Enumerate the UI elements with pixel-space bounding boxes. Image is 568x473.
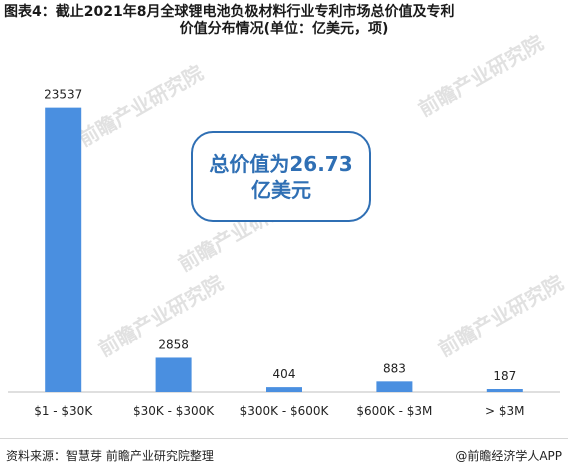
x-tick-label-1: $30K - $300K — [133, 404, 215, 418]
bar-0 — [45, 107, 82, 392]
bar-4 — [486, 389, 523, 392]
footer: 资料来源：智慧芽 前瞻产业研究院整理 @前瞻经济学人APP — [0, 438, 568, 473]
x-tick-label-3: $600K - $3M — [356, 404, 432, 418]
brand-text: @前瞻经济学人APP — [455, 449, 562, 463]
data-label-4: 187 — [493, 369, 516, 383]
data-label-1: 2858 — [158, 337, 189, 351]
bar-3 — [376, 381, 413, 392]
footer-divider — [0, 438, 568, 439]
x-tick-label-2: $300K - $600K — [240, 404, 330, 418]
data-label-0: 23537 — [44, 88, 82, 102]
bar-1 — [155, 357, 192, 392]
x-tick-label-4: > $3M — [485, 404, 525, 418]
data-label-2: 404 — [273, 367, 296, 381]
bar-2 — [266, 387, 302, 392]
callout-line-1: 总价值为26.73 — [209, 151, 353, 176]
total-value-callout: 总价值为26.73 亿美元 — [191, 131, 371, 222]
source-note: 资料来源：智慧芽 前瞻产业研究院整理 — [6, 449, 214, 463]
data-label-3: 883 — [383, 361, 406, 375]
chart-title: 图表4：截止2021年8月全球锂电池负极材料行业专利市场总价值及专利 价值分布情… — [4, 4, 564, 38]
callout-line-2: 亿美元 — [251, 177, 311, 202]
chart-title-line-1: 图表4：截止2021年8月全球锂电池负极材料行业专利市场总价值及专利 — [4, 4, 455, 20]
x-tick-label-0: $1 - $30K — [34, 404, 93, 418]
brand-credit: @前瞻经济学人APP — [455, 447, 562, 464]
chart-title-line-2: 价值分布情况(单位：亿美元，项) — [179, 21, 389, 37]
